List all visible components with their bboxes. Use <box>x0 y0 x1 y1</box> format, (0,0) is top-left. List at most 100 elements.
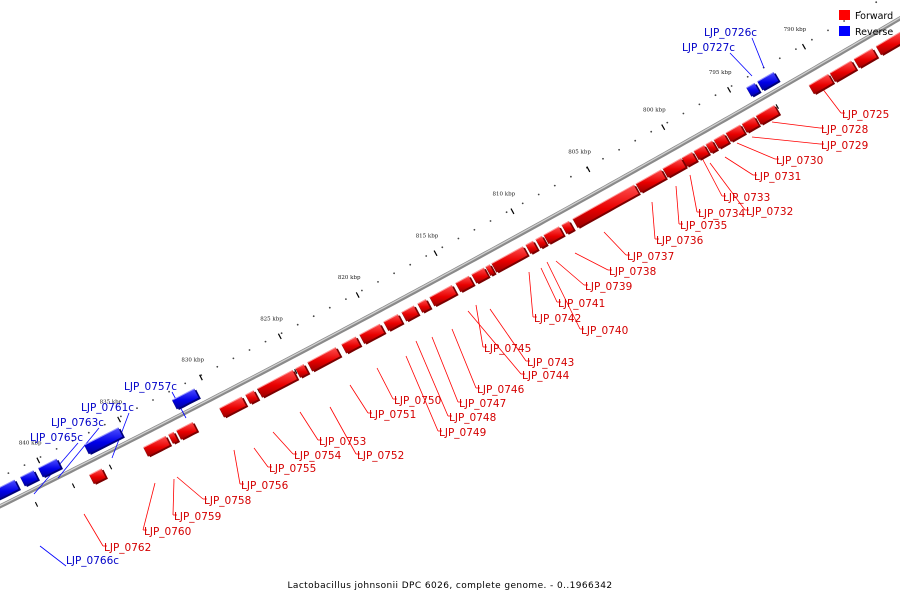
gene-ljp_0761c[interactable] <box>84 427 125 455</box>
gene-label-forward[interactable]: LJP_0738 <box>609 266 656 278</box>
gene-ljp_0744[interactable] <box>455 275 476 293</box>
gene-ljp_0762[interactable] <box>89 468 108 485</box>
gene-ljp_0725[interactable] <box>875 31 900 56</box>
gene-label-forward[interactable]: LJP_0750 <box>394 395 441 407</box>
gene-ljp_0742[interactable] <box>525 240 540 255</box>
gene-label-forward[interactable]: LJP_0744 <box>522 370 570 382</box>
gene-label-reverse[interactable]: LJP_0757c <box>124 381 177 393</box>
gene-ljp_0725[interactable] <box>808 73 836 95</box>
scale-tick-label: 805 kbp <box>568 150 591 156</box>
gene-ljp_0725[interactable] <box>853 48 880 69</box>
gene-label-reverse[interactable]: LJP_0761c <box>81 402 134 414</box>
gene-label-forward[interactable]: LJP_0759 <box>174 511 221 523</box>
gene-ljp_0735[interactable] <box>662 158 688 179</box>
gene-ljp_0728[interactable] <box>755 105 782 126</box>
gene-labels: LJP_0725 LJP_0728 LJP_0729 LJP_0730 LJP_0731… <box>30 27 889 567</box>
gene-label-reverse[interactable]: LJP_0727c <box>682 42 735 54</box>
legend-forward-swatch <box>839 10 850 20</box>
gene-label-reverse[interactable]: LJP_0765c <box>30 432 83 444</box>
gene-label-reverse[interactable]: LJP_0726c <box>704 27 757 39</box>
gene-label-forward[interactable]: LJP_0758 <box>204 495 251 507</box>
gene-ljp_0748[interactable] <box>401 305 421 323</box>
scale-tick-label: 840 kbp <box>19 440 42 446</box>
genome-backbone <box>0 15 900 509</box>
gene-label-forward[interactable]: LJP_0730 <box>776 155 823 167</box>
gene-label-forward[interactable]: LJP_0749 <box>439 427 486 439</box>
gene-label-forward[interactable]: LJP_0737 <box>627 251 674 263</box>
gene-ljp_0733[interactable] <box>693 145 711 161</box>
gene-label-forward[interactable]: LJP_0756 <box>241 480 289 492</box>
gene-ljp_0747[interactable] <box>417 299 433 314</box>
gene-label-forward[interactable]: LJP_0731 <box>754 171 801 183</box>
gene-ljp_0734[interactable] <box>681 151 699 168</box>
gene-label-forward[interactable]: LJP_0725 <box>842 109 889 121</box>
gene-ljp_0746[interactable] <box>429 284 459 307</box>
gene-label-forward[interactable]: LJP_0741 <box>558 298 605 310</box>
gene-label-forward[interactable]: LJP_0751 <box>369 409 416 421</box>
gene-label-forward[interactable]: LJP_0728 <box>821 124 868 136</box>
gene-label-reverse[interactable]: LJP_0766c <box>66 555 119 567</box>
gene-label-forward[interactable]: LJP_0742 <box>534 313 581 325</box>
gene-ljp_0763c[interactable] <box>38 458 63 478</box>
gene-ljp_0760[interactable] <box>143 435 173 458</box>
genome-caption: Lactobacillus johnsonii DPC 6026, comple… <box>288 581 613 591</box>
gene-label-forward[interactable]: LJP_0753 <box>319 436 366 448</box>
scale-tick-label: 830 kbp <box>181 358 204 364</box>
gene-ljp_0755[interactable] <box>245 390 261 405</box>
gene-label-forward[interactable]: LJP_0735 <box>680 220 727 232</box>
gene-ljp_0725[interactable] <box>829 60 859 83</box>
gene-label-forward[interactable]: LJP_0740 <box>581 325 628 337</box>
gene-label-forward[interactable]: LJP_0743 <box>527 357 574 369</box>
gene-ljp_0741[interactable] <box>535 235 549 250</box>
gene-ljp_0766c[interactable] <box>0 479 21 501</box>
gene-ljp_0765c[interactable] <box>20 470 40 487</box>
gene-label-forward[interactable]: LJP_0747 <box>459 398 506 410</box>
gene-ljp_0738[interactable] <box>561 220 576 235</box>
legend-reverse-label: Reverse <box>855 27 893 38</box>
gene-ljp_0756[interactable] <box>219 396 249 419</box>
label-leaders <box>33 37 845 567</box>
gene-ljp_0759[interactable] <box>168 431 181 445</box>
gene-label-forward[interactable]: LJP_0732 <box>746 206 793 218</box>
gene-ljp_0751[interactable] <box>341 336 363 355</box>
gene-label-forward[interactable]: LJP_0762 <box>104 542 151 554</box>
gene-ljp_0740[interactable] <box>491 246 530 274</box>
gene-ljp_0758[interactable] <box>176 421 200 441</box>
gene-label-forward[interactable]: LJP_0734 <box>698 208 746 220</box>
gene-label-forward[interactable]: LJP_0736 <box>656 235 704 247</box>
gene-label-forward[interactable]: LJP_0746 <box>477 384 525 396</box>
gene-ljp_0754[interactable] <box>257 369 300 399</box>
gene-ljp_0752[interactable] <box>295 364 311 379</box>
gene-ljp_0731[interactable] <box>713 133 731 150</box>
scale-tick-label: 795 kbp <box>709 70 732 76</box>
gene-label-forward[interactable]: LJP_0733 <box>723 192 770 204</box>
gene-ljp_0736[interactable] <box>635 169 668 194</box>
gene-ljp_0730[interactable] <box>725 124 747 143</box>
gene-ljp_0732[interactable] <box>705 140 719 154</box>
gene-ljp_0749[interactable] <box>383 314 405 332</box>
gene-ljp_0727c[interactable] <box>746 82 762 98</box>
gene-label-forward[interactable]: LJP_0755 <box>269 463 316 475</box>
gene-label-forward[interactable]: LJP_0748 <box>449 412 496 424</box>
scale-tick-label: 820 kbp <box>338 275 361 281</box>
gene-ljp_0750[interactable] <box>359 323 387 345</box>
gene-ljp_0753[interactable] <box>307 347 343 373</box>
gene-label-reverse[interactable]: LJP_0763c <box>51 417 104 429</box>
gene-ljp_0739[interactable] <box>543 226 566 245</box>
gene-label-forward[interactable]: LJP_0754 <box>294 450 342 462</box>
gene-ljp_0729[interactable] <box>741 116 761 134</box>
gene-label-forward[interactable]: LJP_0752 <box>357 450 404 462</box>
gene-label-forward[interactable]: LJP_0745 <box>484 343 531 355</box>
gene-ljp_0745[interactable] <box>485 264 497 277</box>
scale-tick-label: 835 kbp <box>100 400 123 406</box>
scale-tick-label: 810 kbp <box>492 192 515 198</box>
gene-label-forward[interactable]: LJP_0739 <box>585 281 632 293</box>
gene-ljp_0757c[interactable] <box>171 388 201 410</box>
gene-ljp_0726c[interactable] <box>757 71 781 92</box>
gene-ljp_0737[interactable] <box>572 184 641 229</box>
gene-ljp_0743[interactable] <box>471 267 491 285</box>
gene-label-forward[interactable]: LJP_0760 <box>144 526 191 538</box>
gene-label-forward[interactable]: LJP_0729 <box>821 140 868 152</box>
